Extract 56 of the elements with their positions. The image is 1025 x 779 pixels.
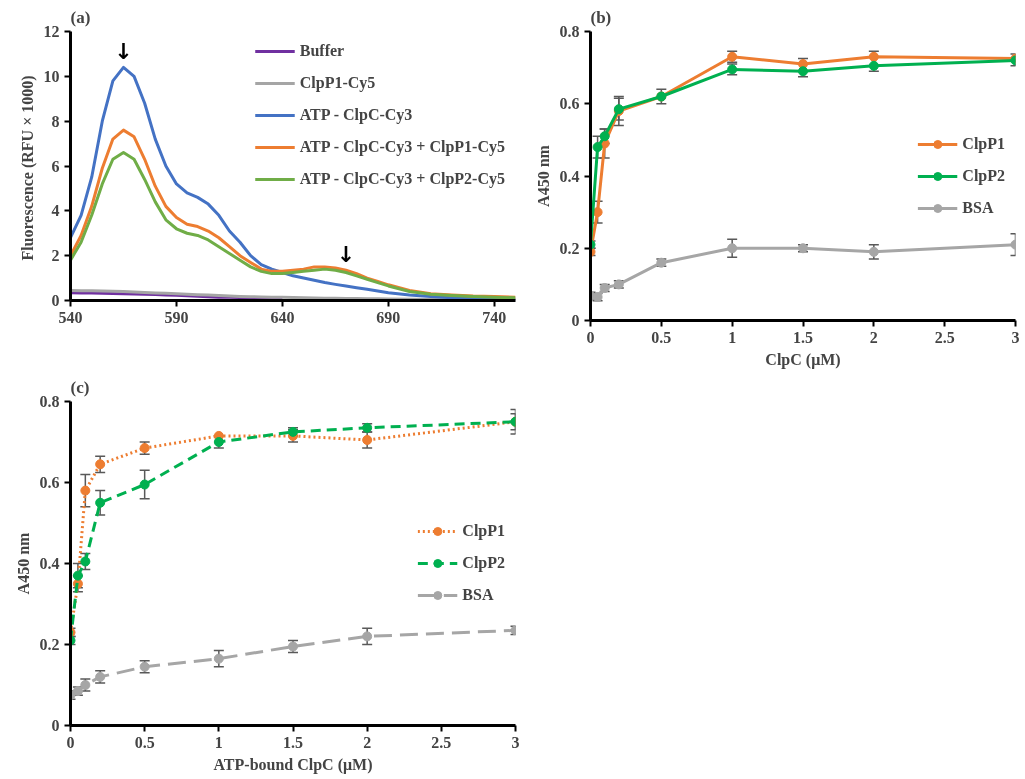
chart-title: (a) — [70, 7, 91, 27]
x-tick-label: 740 — [482, 308, 507, 326]
x-axis-title: ATP-bound ClpC (μM) — [213, 755, 373, 774]
x-tick-label: 2 — [869, 328, 878, 346]
legend-label: BSA — [962, 198, 994, 217]
x-tick-label: 690 — [376, 308, 401, 326]
legend-label: ClpP1 — [462, 522, 505, 540]
x-tick-label: 0.5 — [134, 733, 155, 751]
legend-label: BSA — [462, 586, 494, 604]
x-tick-label: 540 — [58, 308, 83, 326]
x-tick-label: 640 — [270, 308, 295, 326]
y-tick-label: 6 — [51, 157, 60, 175]
legend-label: Buffer — [299, 42, 345, 60]
y-tick-label: 0.4 — [559, 167, 580, 185]
y-tick-label: 4 — [51, 202, 60, 220]
y-tick-label: 0.4 — [39, 555, 60, 572]
legend-label: ATP - ClpC-Cy3 + ClpP2-Cy5 — [299, 170, 505, 188]
annotation: ↓ — [336, 242, 356, 268]
annotation: ↓ — [114, 39, 133, 65]
x-tick-label: 0.5 — [651, 328, 672, 346]
legend-label: ATP - ClpC-Cy3 — [299, 106, 413, 124]
y-tick-label: 0.6 — [559, 95, 580, 113]
x-tick-label: 3 — [511, 733, 520, 751]
x-tick-label: 3 — [1011, 328, 1020, 346]
y-tick-label: 12 — [43, 23, 60, 40]
x-tick-label: 2.5 — [431, 733, 452, 751]
x-tick-label: 590 — [164, 308, 189, 326]
y-tick-label: 0 — [51, 717, 60, 734]
y-axis-title: Fluorescence (RFU × 1000) — [18, 75, 37, 261]
x-tick-label: 2 — [363, 733, 372, 751]
legend-label: ClpP2 — [462, 554, 505, 572]
chart-title: (b) — [590, 7, 612, 27]
x-tick-label: 1 — [214, 733, 223, 751]
y-axis-title: A450 nm — [14, 531, 32, 595]
y-tick-label: 8 — [51, 112, 60, 130]
x-axis-title: ClpC (μM) — [765, 350, 841, 369]
y-tick-label: 0.6 — [39, 474, 60, 491]
y-tick-label: 0 — [51, 292, 60, 309]
y-tick-label: 0.8 — [39, 393, 60, 410]
x-tick-label: 2.5 — [934, 328, 955, 346]
x-tick-label: 0 — [586, 328, 595, 346]
legend-label: ATP - ClpC-Cy3 + ClpP1-Cy5 — [299, 138, 505, 156]
y-tick-label: 0.2 — [39, 636, 60, 653]
x-tick-label: 0 — [66, 733, 75, 751]
y-tick-label: 0.8 — [559, 23, 580, 40]
legend-label: ClpP1-Cy5 — [299, 74, 376, 92]
x-tick-label: 1.5 — [793, 328, 813, 346]
y-tick-label: 2 — [51, 247, 60, 265]
legend-label: ClpP1 — [962, 134, 1005, 153]
legend-label: ClpP2 — [962, 166, 1005, 185]
y-axis-title: A450 nm — [534, 144, 552, 207]
x-tick-label: 1 — [728, 328, 737, 346]
y-tick-label: 0.2 — [559, 239, 580, 257]
y-tick-label: 10 — [43, 67, 60, 85]
chart-title: (c) — [70, 377, 90, 397]
x-tick-label: 1.5 — [283, 733, 303, 751]
